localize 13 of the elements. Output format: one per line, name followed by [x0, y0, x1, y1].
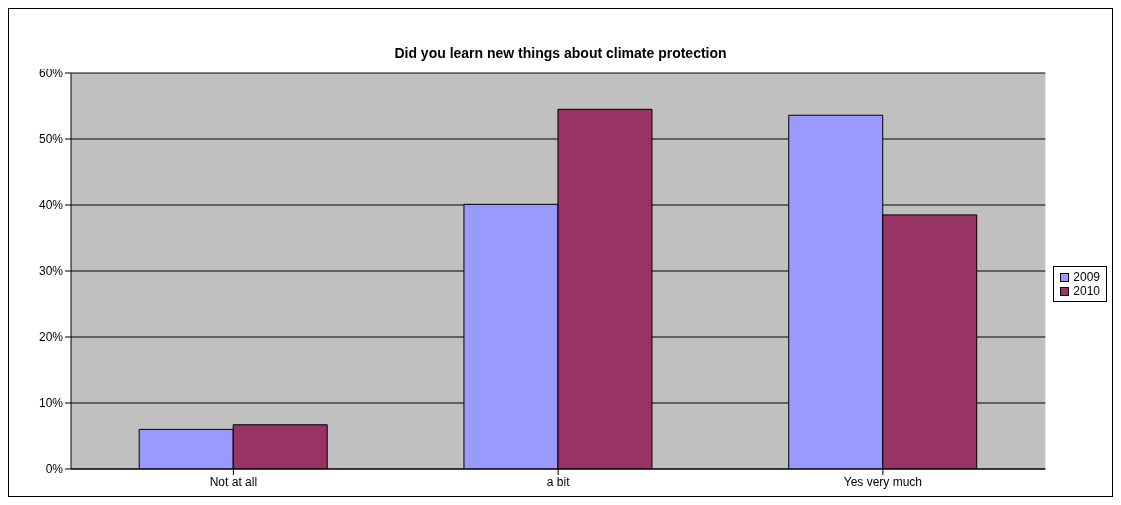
y-tick-label: 50%	[38, 132, 64, 147]
y-tick-label: 20%	[38, 330, 64, 345]
x-tick-label: Not at all	[209, 474, 258, 489]
y-tick-label: 30%	[38, 264, 64, 279]
chart-title: Did you learn new things about climate protection	[394, 45, 727, 61]
y-tick-label: 0%	[45, 462, 64, 477]
legend-label: 2010	[1073, 284, 1100, 298]
x-tick-label: Yes very much	[843, 474, 923, 489]
legend-label: 2009	[1073, 270, 1100, 284]
y-tick-label: 10%	[38, 396, 64, 411]
y-tick-label: 60%	[38, 66, 64, 81]
y-tick-label: 40%	[38, 198, 64, 213]
x-tick-label: a bit	[546, 474, 571, 489]
